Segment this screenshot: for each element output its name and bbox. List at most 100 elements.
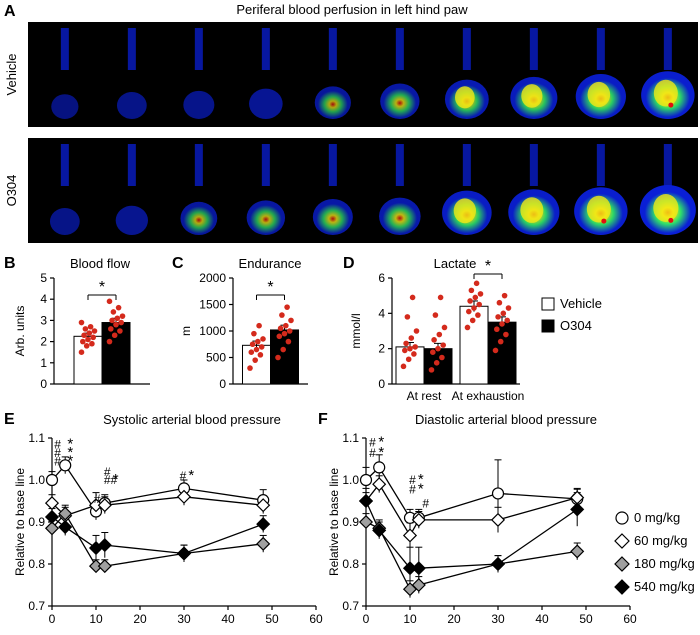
legend-marker-0	[615, 511, 629, 525]
data-point-d-0-0-6	[403, 340, 409, 347]
data-point-c-1-0-4	[281, 330, 288, 337]
series-point-e-2-3	[97, 559, 112, 574]
bar-legend: Vehicle O304	[541, 296, 602, 333]
data-point-c-0-0-3	[248, 349, 255, 356]
perfusion-leg-1-6	[462, 144, 471, 186]
y-tick-label-e-0.7: 0.7	[28, 599, 45, 613]
sig-star-d: *	[485, 258, 491, 275]
data-point-d-0-0-3	[402, 347, 408, 354]
annotation-e-10: #	[180, 469, 187, 483]
perfusion-hotspot-1-7	[520, 197, 544, 223]
data-point-d-1-0-5	[440, 342, 447, 348]
series-point-f-3-3	[411, 561, 426, 576]
y-tick-label-f-1.1: 1.1	[342, 431, 359, 445]
x-tick-label-e-40: 40	[221, 612, 235, 626]
perfusion-leg-0-4	[328, 28, 337, 70]
x-tick-label-e-0: 0	[49, 612, 56, 626]
y-tick-label-c-1000: 1000	[199, 324, 226, 338]
perfusion-leg-0-7	[529, 28, 538, 70]
x-tick-label-e-30: 30	[177, 612, 191, 626]
bar-d-0-0	[395, 346, 425, 385]
y-label-f: Relative to base line	[327, 468, 341, 576]
perfusion-paw-0-0	[51, 94, 79, 119]
data-point-c-0-0-1	[252, 357, 258, 363]
perfusion-hotspot-1-8	[586, 195, 611, 223]
data-point-b-0-0-1	[83, 343, 90, 349]
x-tick-label-f-20: 20	[447, 612, 461, 626]
data-point-d-0-0-9	[404, 314, 411, 320]
series-point-e-2-5	[256, 536, 271, 551]
sig-star-c: *	[267, 279, 273, 296]
panel-letter-b: B	[4, 255, 16, 272]
y-tick-label-f-0.8: 0.8	[342, 557, 359, 571]
data-point-b-1-0-6	[109, 317, 115, 324]
data-point-d-1-0-2	[439, 354, 445, 361]
perfusion-paw-1-4	[312, 199, 353, 235]
data-point-c-0-0-10	[256, 322, 262, 329]
annotation-e-11: *	[188, 467, 194, 484]
annotation-e-3: *	[67, 436, 73, 453]
data-point-d-1-0-3	[430, 349, 436, 356]
panel-e-systolic: E Systolic arterial blood pressure 0.7 0.8 0…	[4, 411, 323, 626]
data-point-b-1-0-3	[108, 326, 114, 332]
annotation-e-6: #	[94, 492, 101, 506]
data-point-b-0-0-0	[78, 349, 85, 356]
data-point-d-1-1-5	[504, 317, 511, 324]
perfusion-leg-0-1	[127, 28, 136, 70]
annotation-f-8: #	[422, 496, 429, 510]
y-label-d: mmol/l	[349, 313, 363, 348]
x-tick-label-f-50: 50	[579, 612, 593, 626]
data-point-b-0-0-8	[91, 328, 98, 334]
annotation-f-2: #	[369, 446, 376, 460]
data-point-d-0-1-5	[476, 301, 483, 308]
data-point-d-0-1-3	[466, 308, 472, 315]
x-tick-label-f-10: 10	[403, 612, 417, 626]
series-line-e-1	[51, 496, 264, 517]
legend-line-label-3: 540 mg/kg	[634, 579, 695, 594]
annotation-f-7: *	[418, 480, 424, 497]
perfusion-leg-1-9	[663, 144, 672, 186]
y-tick-label-f-0.7: 0.7	[342, 599, 359, 613]
y-label-e: Relative to base line	[13, 468, 27, 576]
data-point-b-0-0-9	[82, 326, 89, 332]
data-point-b-1-0-7	[114, 315, 121, 322]
data-point-d-1-1-6	[495, 314, 501, 320]
bar-d-1-1	[487, 321, 517, 385]
x-tick-label-d-0: At rest	[407, 389, 442, 403]
annotation-e-2: #	[54, 454, 61, 468]
series-point-f-2-5	[570, 544, 585, 559]
x-tick-label-f-30: 30	[491, 612, 505, 626]
data-point-c-1-0-8	[288, 317, 294, 324]
annotation-e-7: #	[104, 465, 111, 479]
perfusion-paw-0-5	[380, 83, 420, 119]
bar-d-1-0	[423, 348, 453, 385]
data-point-c-1-0-3	[276, 333, 283, 340]
data-point-d-1-0-4	[435, 345, 441, 352]
perfusion-leg-0-6	[462, 28, 471, 70]
data-point-d-0-0-8	[413, 328, 420, 334]
perfusion-paw-1-1	[115, 205, 149, 235]
x-tick-label-e-20: 20	[133, 612, 147, 626]
series-point-f-1-4	[490, 512, 506, 527]
data-point-d-0-0-1	[405, 356, 412, 363]
series-point-f-1-3	[411, 512, 426, 527]
data-point-c-1-0-6	[277, 325, 284, 332]
data-point-c-1-0-0	[275, 354, 281, 361]
series-line-f-1	[365, 483, 578, 537]
data-point-c-1-0-2	[285, 338, 292, 345]
annotation-f-4: #	[409, 473, 416, 487]
panel-c-title: Endurance	[239, 256, 302, 271]
data-point-d-0-1-9	[468, 287, 475, 294]
data-point-b-1-0-10	[115, 304, 122, 311]
panel-b-title: Blood flow	[70, 256, 131, 271]
perfusion-paw-0-2	[183, 90, 215, 119]
series-point-e-3-4	[176, 546, 192, 561]
perfusion-paw-0-1	[116, 91, 147, 120]
perfusion-leg-0-5	[395, 28, 404, 70]
y-tick-label-e-1: 1.0	[28, 473, 45, 487]
y-label-b: Arb. units	[13, 306, 27, 357]
panel-letter-c: C	[172, 255, 184, 272]
annotation-f-3: *	[378, 444, 384, 461]
annotation-f-5: *	[418, 471, 424, 488]
